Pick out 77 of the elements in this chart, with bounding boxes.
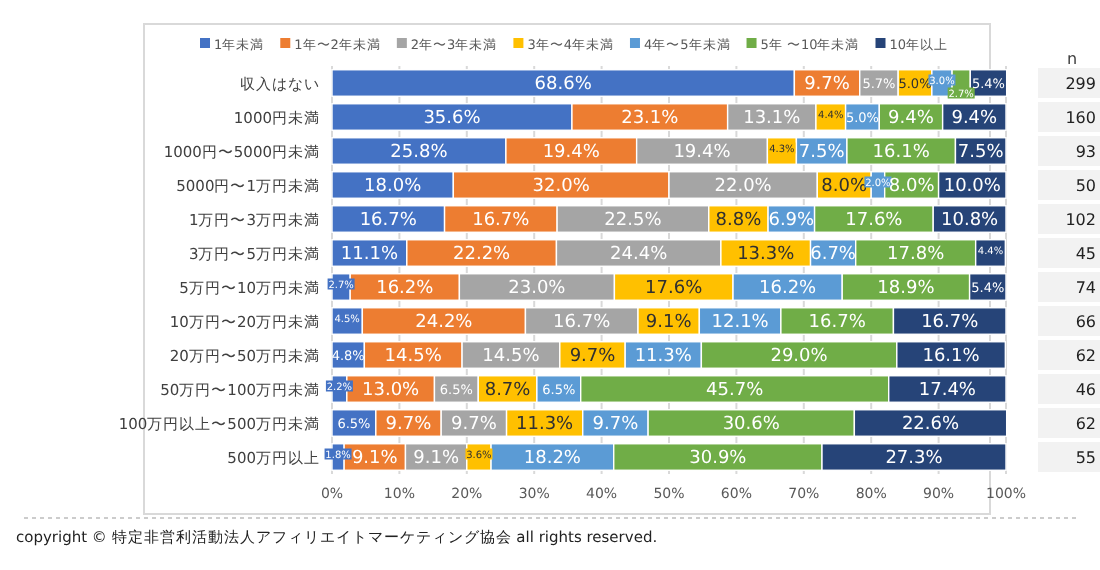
data-label: 16.7% [472, 211, 531, 232]
data-label: 23.1% [621, 109, 680, 130]
text: 62 [1075, 347, 1096, 365]
text: 93 [1075, 143, 1096, 161]
text: 46 [1075, 381, 1096, 399]
data-label: 9.7% [451, 415, 498, 436]
data-label: 30.9% [689, 449, 748, 470]
data-label: 8.7% [484, 381, 532, 402]
text: 50 [1075, 177, 1096, 195]
data-label: 8.0% [821, 177, 868, 198]
text: 74 [1075, 279, 1096, 297]
data-label: 11.1% [340, 245, 399, 266]
text: 102 [1065, 211, 1096, 229]
text: 62 [1075, 415, 1096, 433]
data-label: 8.0% [888, 177, 936, 198]
data-label: 9.1% [351, 449, 399, 470]
data-label: 13.3% [737, 245, 796, 266]
data-label: 10.0% [943, 177, 1002, 198]
data-label: 11.3% [516, 415, 575, 436]
data-label: 16.1% [872, 143, 931, 164]
text: n [1066, 50, 1078, 68]
data-label: 16.7% [553, 313, 612, 334]
data-label: 30.6% [722, 415, 781, 436]
data-label: 45.7% [706, 381, 765, 402]
text: 45 [1075, 245, 1096, 263]
data-label: 27.3% [885, 449, 944, 470]
data-label: 9.7% [592, 415, 640, 436]
data-label: 9.1% [645, 313, 693, 334]
data-label: 23.0% [508, 279, 567, 300]
data-label: 6.7% [810, 245, 857, 266]
data-label: 29.0% [770, 347, 829, 368]
data-label: 14.5% [482, 347, 541, 368]
data-label: 16.1% [922, 347, 981, 368]
data-label: 17.6% [645, 279, 704, 300]
text: 55 [1075, 449, 1096, 467]
data-label: 10.8% [941, 211, 1000, 232]
data-label: 32.0% [532, 177, 591, 198]
data-label: 9.7% [385, 415, 433, 436]
data-label: 7.5% [798, 143, 846, 164]
data-label: 35.6% [423, 109, 482, 130]
data-label: 6.9% [768, 211, 816, 232]
data-label: 13.0% [362, 381, 421, 402]
data-label: 8.8% [715, 211, 763, 232]
text: 299 [1065, 75, 1096, 93]
data-label: 13.1% [743, 109, 802, 130]
data-label: 68.6% [534, 75, 593, 96]
data-label: 24.2% [415, 313, 474, 334]
data-label: 22.5% [604, 211, 663, 232]
data-label: 19.4% [673, 143, 732, 164]
data-label: 24.4% [610, 245, 669, 266]
data-label: 9.4% [951, 109, 999, 130]
data-label: 9.7% [569, 347, 617, 368]
data-label: 22.2% [453, 245, 512, 266]
data-label: 7.5% [957, 143, 1005, 164]
data-label: 18.2% [523, 449, 582, 470]
data-label: 17.8% [887, 245, 946, 266]
data-label: 12.1% [711, 313, 770, 334]
data-label: 14.5% [384, 347, 443, 368]
data-label: 16.7% [808, 313, 867, 334]
data-label: 17.4% [918, 381, 977, 402]
data-label: 17.6% [845, 211, 904, 232]
data-label: 18.9% [877, 279, 936, 300]
text: 160 [1065, 109, 1096, 127]
data-label: 9.1% [413, 449, 460, 470]
data-label: 9.4% [888, 109, 935, 130]
data-label: 16.2% [376, 279, 435, 300]
data-label: 18.0% [364, 177, 423, 198]
text: 66 [1075, 313, 1096, 331]
data-label: 11.3% [634, 347, 693, 368]
data-label: 16.2% [759, 279, 818, 300]
data-label: 25.8% [390, 143, 449, 164]
data-label: 22.6% [901, 415, 960, 436]
data-label: 9.7% [804, 75, 851, 96]
data-label: 22.0% [714, 177, 773, 198]
data-label: 16.7% [359, 211, 418, 232]
data-label: 19.4% [542, 143, 601, 164]
data-label: 16.7% [921, 313, 980, 334]
